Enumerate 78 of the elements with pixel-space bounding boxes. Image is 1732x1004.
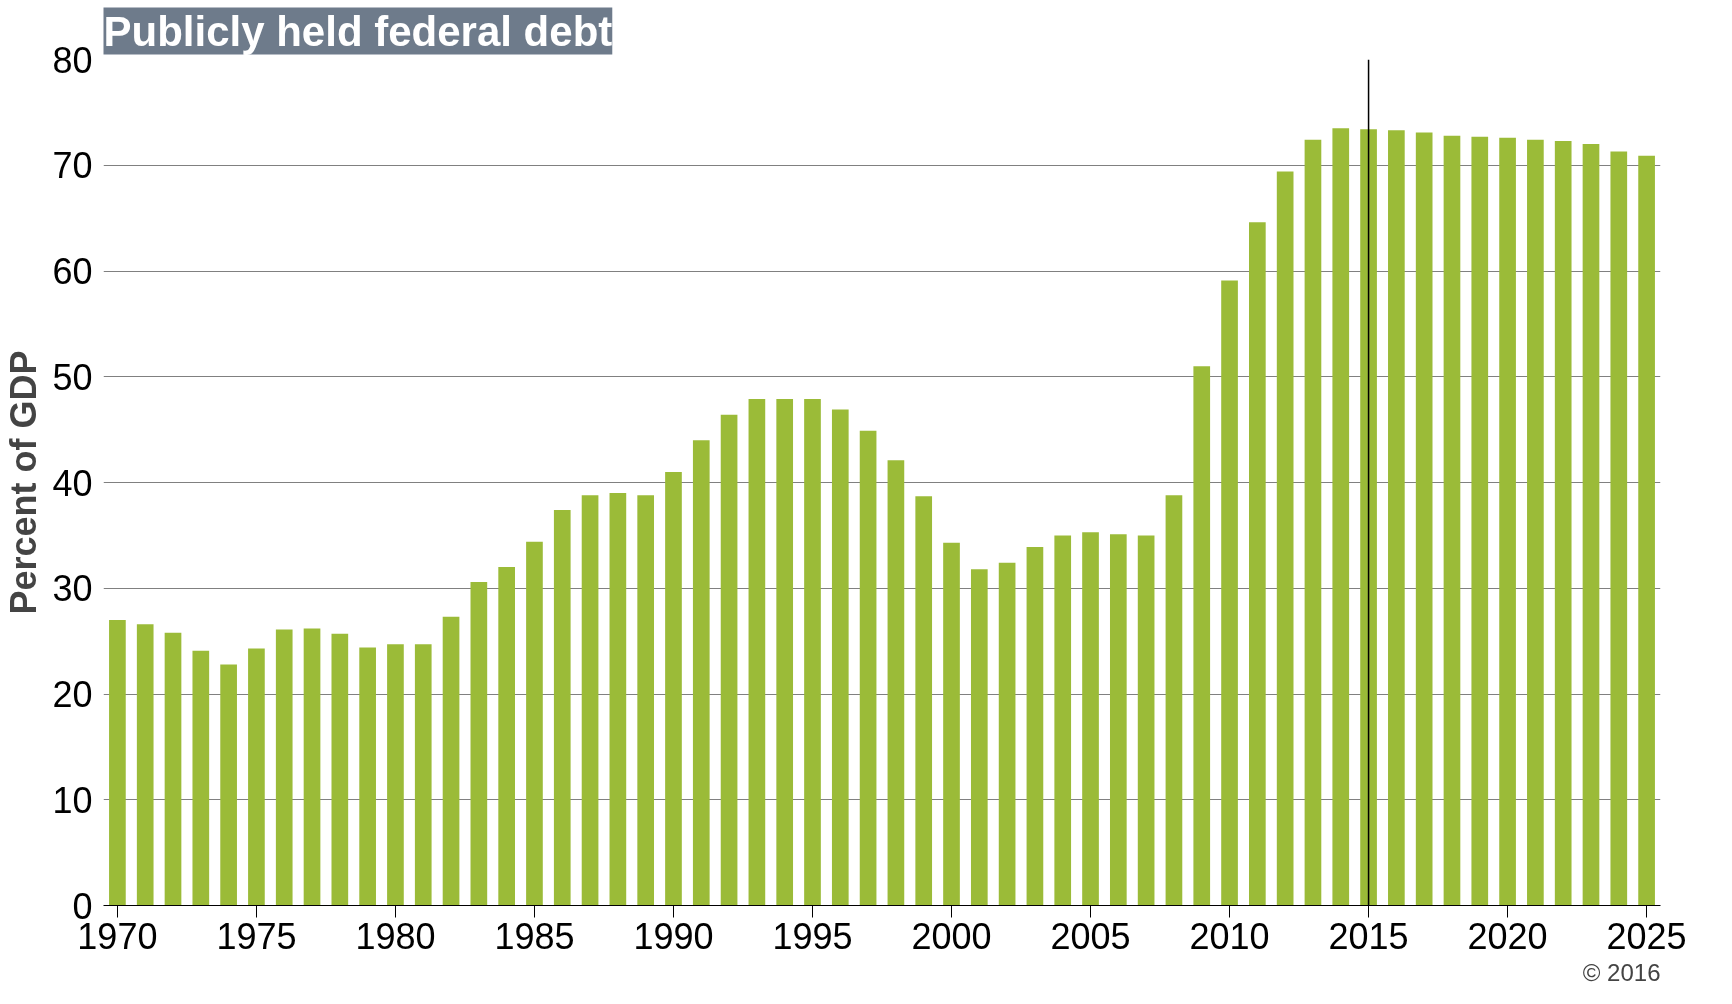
bar [720,414,738,906]
bar [331,633,349,906]
bar [414,644,432,906]
bar [609,493,627,906]
y-axis-title: Percent of GDP [3,350,45,615]
x-tick-label: 2020 [1467,915,1548,957]
bar [887,460,905,906]
bar [1415,132,1433,906]
bar [1304,139,1322,906]
x-tick-label: 1975 [216,915,297,957]
bar [637,495,655,906]
bar [970,569,988,906]
bar [1082,532,1099,906]
bar [470,581,488,906]
bar [1109,534,1127,906]
bar [526,541,543,906]
x-tick-label: 1980 [355,915,436,957]
bar [275,629,293,906]
y-tick-label: 70 [52,145,93,187]
y-tick-label: 40 [52,462,93,504]
bar [581,495,599,906]
bar [1193,366,1211,906]
text: © 2016 [1582,958,1661,986]
bar [1499,137,1516,906]
bar [831,409,849,906]
y-tick-label: 30 [52,568,93,610]
bar [1054,535,1072,906]
x-tick-label: 1990 [633,915,714,957]
bar [220,664,237,906]
x-tick-label: 2010 [1189,915,1270,957]
y-tick-label: 80 [52,39,93,81]
y-tick-label: 20 [52,674,93,715]
bar [1471,136,1489,906]
chart-title: Publicly held federal debt [103,7,613,55]
bar [998,562,1016,906]
bar [915,496,933,906]
bar [1610,151,1628,906]
bar [1165,495,1183,906]
bar [303,628,321,906]
y-tick-label: 50 [52,356,93,398]
bar [109,619,126,906]
x-tick-label: 2000 [911,915,992,957]
bar [498,567,515,906]
bar [1443,135,1461,906]
bar [1582,144,1600,906]
bar [553,509,571,906]
bar [1638,155,1655,906]
bar [387,644,404,906]
bar [859,430,877,906]
bar [192,650,210,906]
bar [359,647,376,906]
bar [1388,130,1405,906]
x-tick-label: 2025 [1606,915,1687,957]
bar [1360,129,1377,906]
bar [1276,171,1294,906]
bar [943,542,960,906]
bar [748,398,766,906]
bar [1137,535,1155,906]
y-tick-label: 10 [52,779,93,821]
x-tick-label: 2005 [1050,915,1131,957]
bar [164,632,182,906]
x-tick-label: 1985 [494,915,575,957]
bar [1554,140,1572,906]
bar [1249,222,1266,906]
bar [692,440,710,906]
bar [442,616,460,906]
bar [136,624,154,906]
bar [1332,128,1350,906]
y-tick-label: 60 [52,251,93,292]
bar [1221,280,1238,906]
x-tick-label: 2015 [1328,915,1409,957]
x-tick-label: 1995 [772,915,853,957]
bar [1026,547,1044,906]
bar [1527,139,1544,906]
bar [776,398,794,906]
bar [248,648,265,906]
bar [665,471,682,906]
bar [804,398,821,906]
